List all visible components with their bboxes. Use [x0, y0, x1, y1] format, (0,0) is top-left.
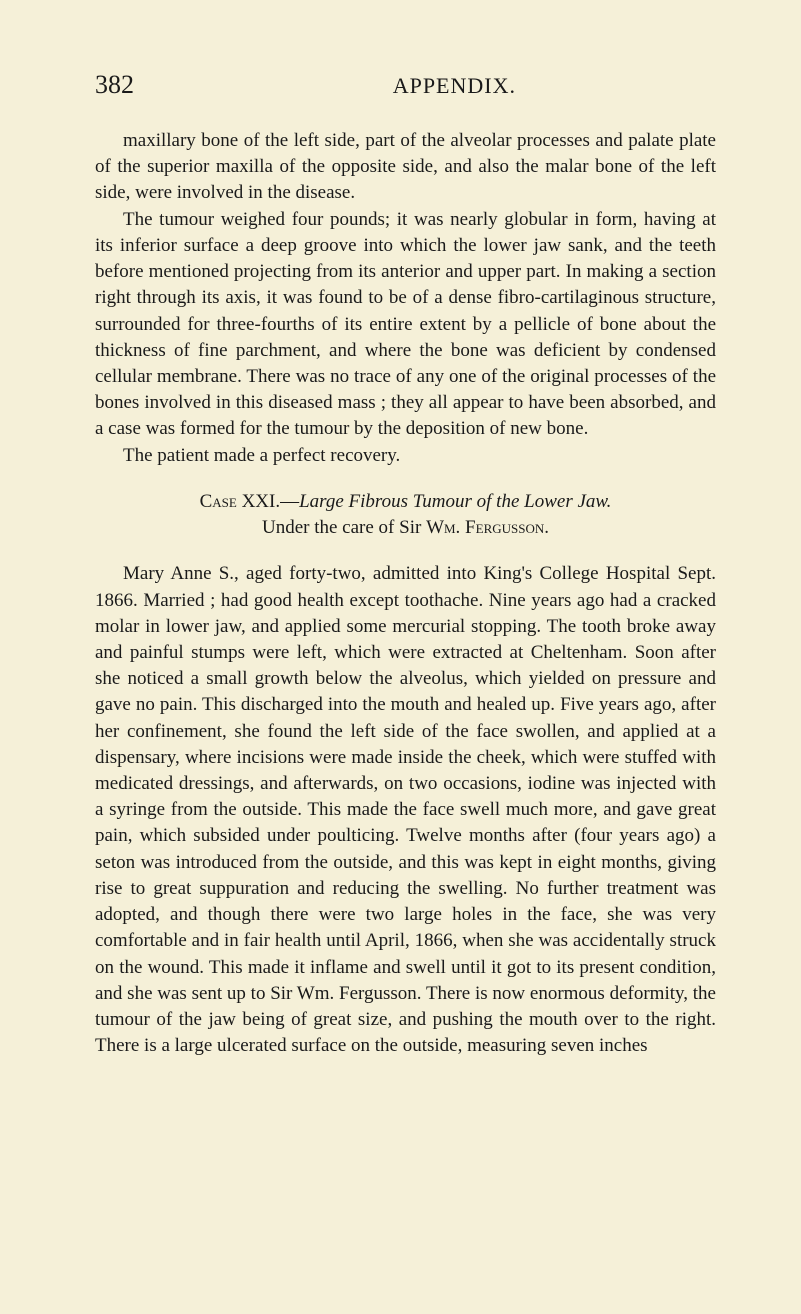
section-title: APPENDIX.	[393, 73, 516, 99]
case-dash: —	[280, 491, 299, 512]
case-label: Case	[200, 491, 237, 512]
page-container: 382 APPENDIX. maxillary bone of the left…	[0, 0, 801, 1109]
page-header: 382 APPENDIX.	[95, 70, 716, 100]
page-number: 382	[95, 70, 134, 100]
paragraph-2: The tumour weighed four pounds; it was n…	[95, 207, 716, 443]
case-subtitle-name: Wm. Fergusson.	[426, 517, 549, 538]
case-heading: Case XXI.—Large Fibrous Tumour of the Lo…	[95, 489, 716, 541]
paragraph-4: Mary Anne S., aged forty-two, admitted i…	[95, 561, 716, 1059]
body-text-container: maxillary bone of the left side, part of…	[95, 128, 716, 1059]
paragraph-3: The patient made a perfect recovery.	[95, 443, 716, 469]
case-subtitle-prefix: Under the care of Sir	[262, 517, 426, 538]
case-title-italic: Large Fibrous Tumour of the Lower Jaw.	[299, 491, 611, 512]
case-number: XXI.	[242, 491, 281, 512]
paragraph-1: maxillary bone of the left side, part of…	[95, 128, 716, 207]
